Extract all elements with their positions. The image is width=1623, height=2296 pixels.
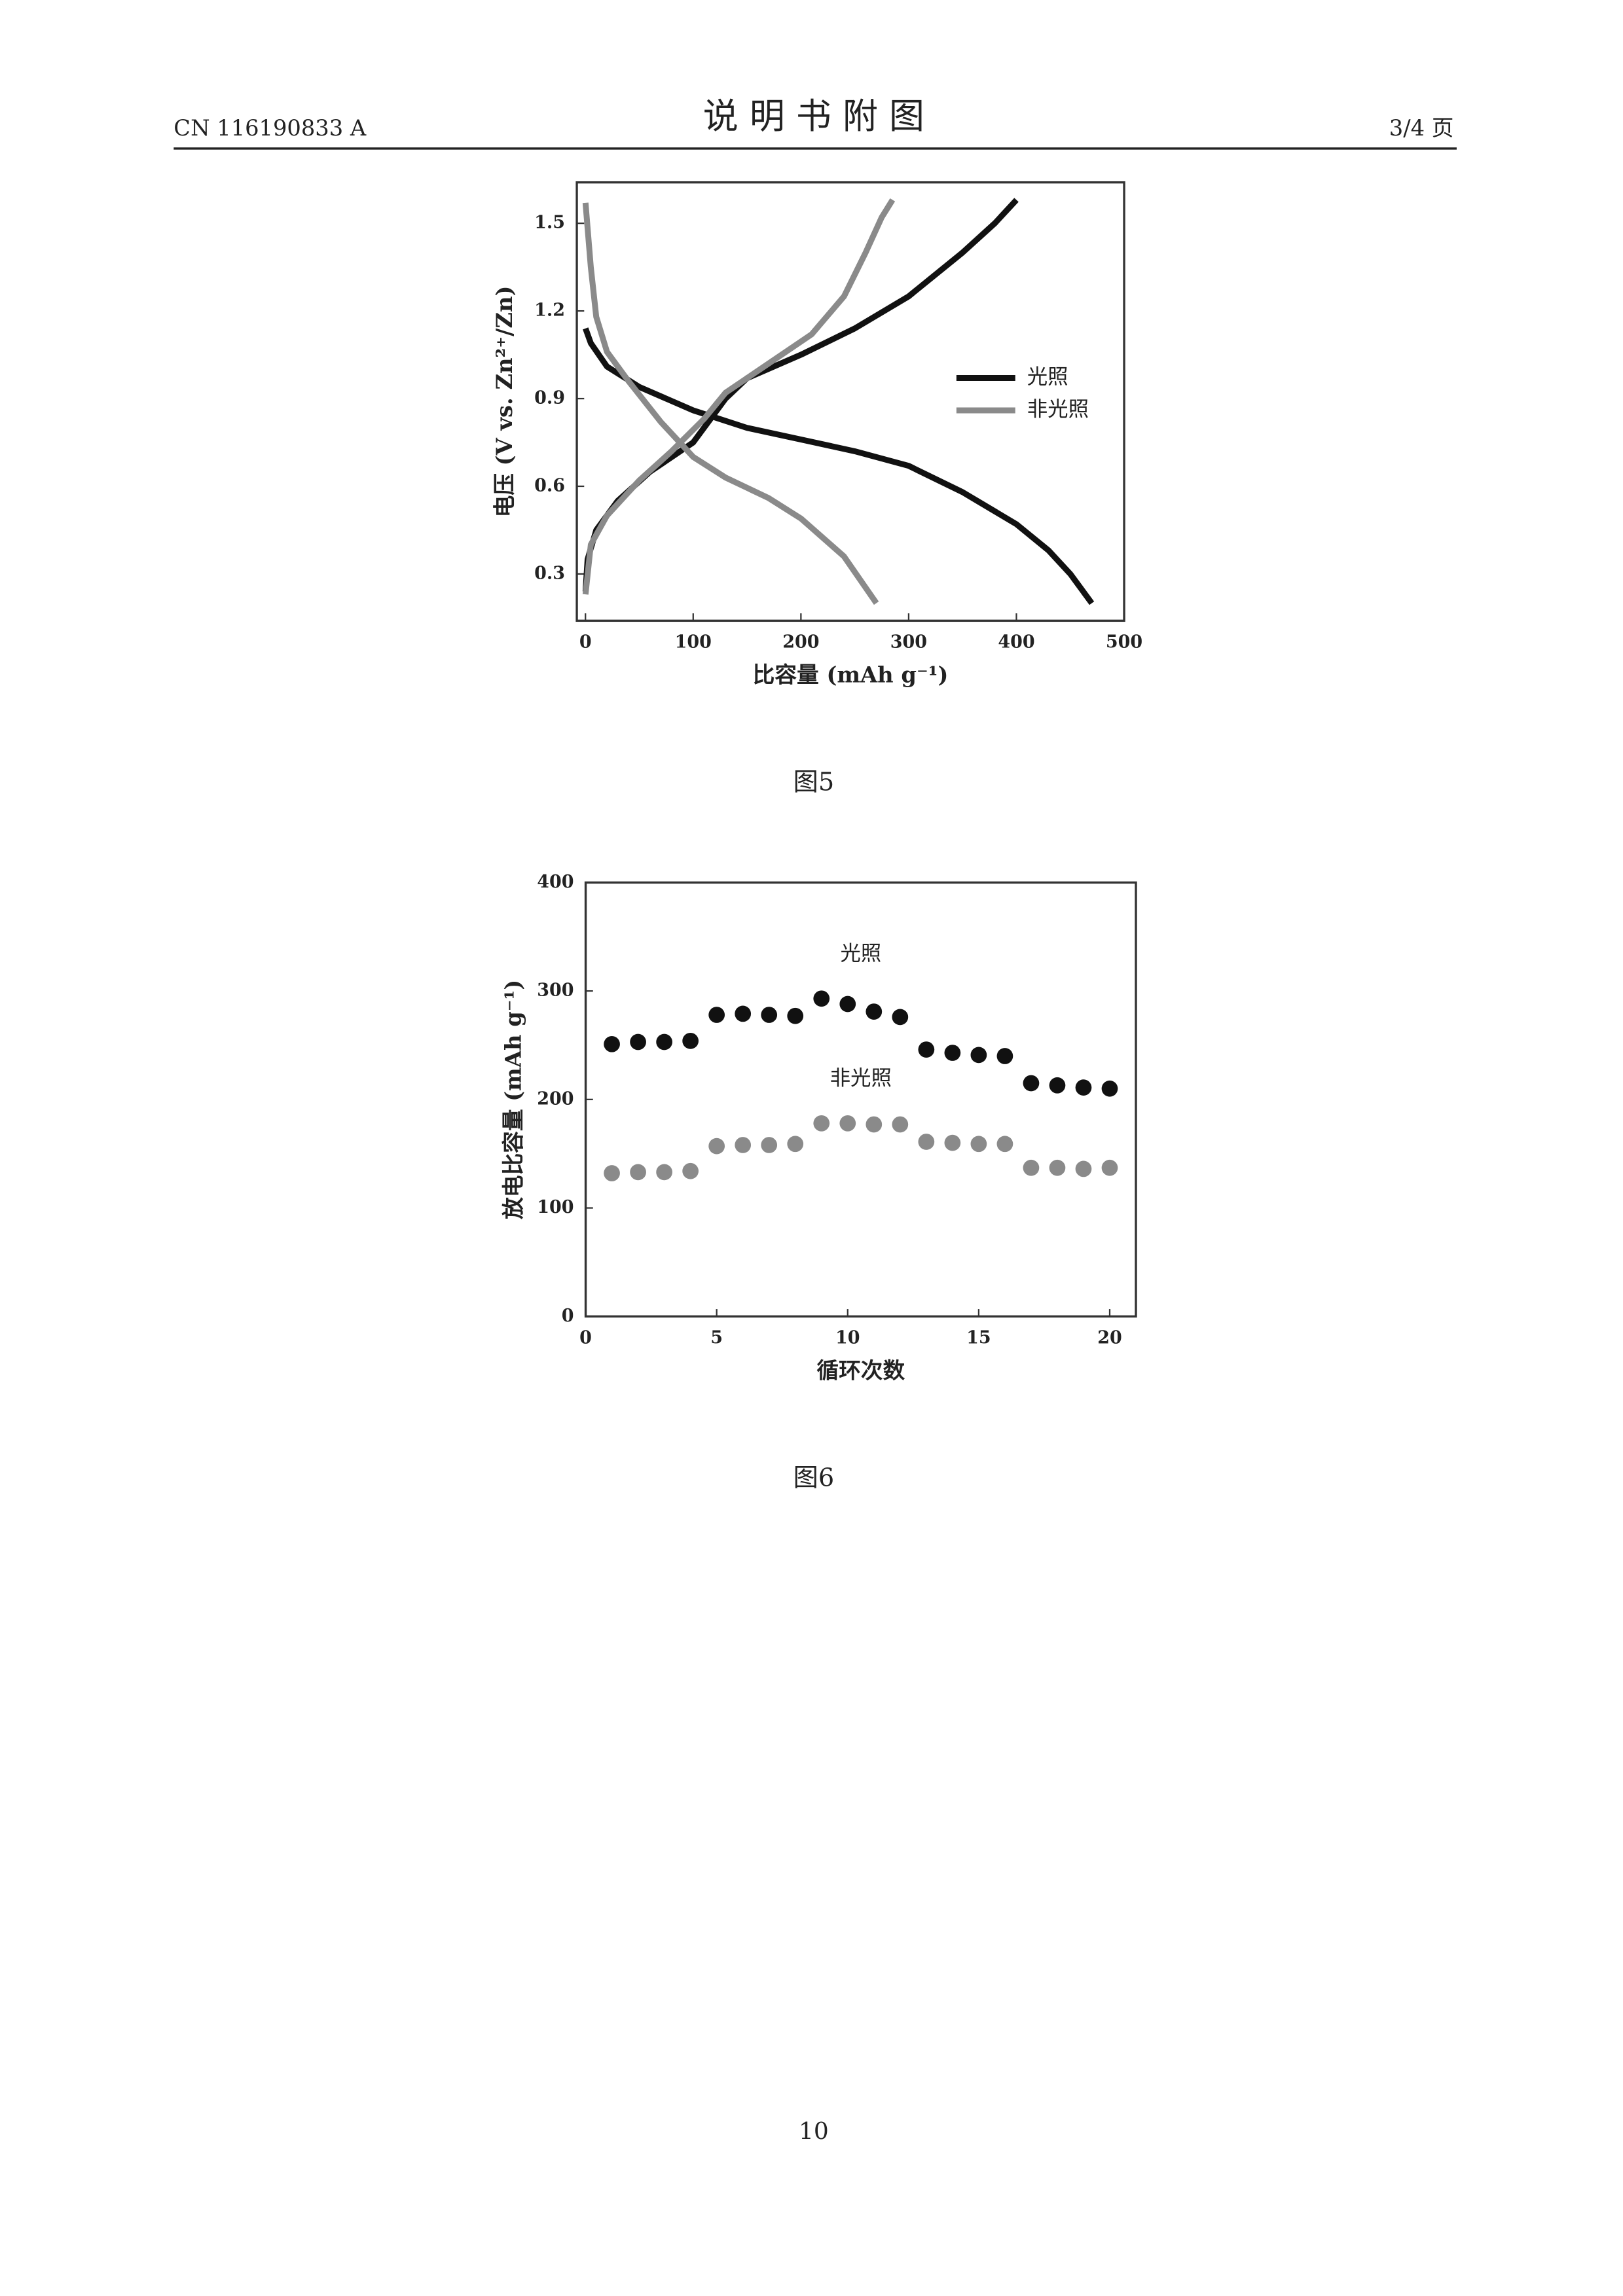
data-point bbox=[1023, 1159, 1040, 1176]
y-tick-label: 400 bbox=[537, 872, 574, 892]
page-label: 3/4 页 bbox=[1389, 115, 1454, 141]
doc-id: CN 116190833 A bbox=[173, 115, 367, 141]
figure-caption: 图6 bbox=[793, 1463, 834, 1492]
x-tick-label: 500 bbox=[1106, 632, 1142, 653]
data-point bbox=[813, 1115, 830, 1132]
data-point bbox=[682, 1032, 699, 1049]
data-point bbox=[656, 1164, 672, 1181]
data-point bbox=[892, 1116, 909, 1133]
data-point bbox=[708, 1138, 725, 1155]
data-point bbox=[996, 1136, 1013, 1153]
y-tick-label: 1.5 bbox=[534, 213, 565, 233]
data-point bbox=[735, 1137, 752, 1153]
doc-title: 说 明 书 附 图 bbox=[703, 96, 924, 137]
legend-label: 光照 bbox=[1027, 365, 1068, 389]
data-point bbox=[656, 1033, 672, 1050]
data-point bbox=[1101, 1080, 1118, 1097]
data-point bbox=[866, 1003, 883, 1020]
y-tick-label: 100 bbox=[537, 1197, 574, 1217]
legend-label: 非光照 bbox=[1027, 397, 1089, 421]
y-tick-label: 1.2 bbox=[534, 300, 565, 321]
data-point bbox=[787, 1007, 804, 1024]
data-point bbox=[604, 1035, 620, 1052]
annotation: 光照 bbox=[840, 942, 881, 965]
data-point bbox=[944, 1045, 961, 1061]
x-tick-label: 100 bbox=[675, 632, 712, 653]
x-tick-label: 20 bbox=[1097, 1328, 1122, 1348]
plot-frame bbox=[575, 181, 1125, 622]
data-point bbox=[1049, 1077, 1066, 1094]
data-point bbox=[761, 1137, 778, 1153]
x-tick-label: 5 bbox=[710, 1328, 723, 1348]
data-point bbox=[944, 1134, 961, 1151]
data-point bbox=[1075, 1079, 1092, 1096]
data-point bbox=[970, 1136, 987, 1153]
x-tick-label: 0 bbox=[579, 632, 592, 653]
series-line bbox=[582, 198, 896, 605]
annotation: 非光照 bbox=[830, 1066, 892, 1090]
x-tick-label: 200 bbox=[782, 632, 819, 653]
data-point bbox=[866, 1116, 883, 1133]
x-tick-label: 10 bbox=[835, 1328, 860, 1348]
data-point bbox=[735, 1005, 752, 1022]
y-axis-title: 放电比容量 (mAh g⁻¹) bbox=[500, 980, 526, 1219]
data-point bbox=[918, 1134, 935, 1150]
x-tick-label: 400 bbox=[998, 632, 1034, 653]
page-number: 10 bbox=[799, 2118, 829, 2145]
data-point bbox=[630, 1033, 646, 1050]
data-point bbox=[761, 1007, 778, 1023]
data-point bbox=[1023, 1075, 1040, 1092]
x-tick-label: 0 bbox=[579, 1328, 592, 1348]
data-point bbox=[630, 1164, 646, 1181]
data-point bbox=[1101, 1159, 1118, 1176]
data-point bbox=[604, 1165, 620, 1181]
y-axis-title: 电压 (V vs. Zn²⁺/Zn) bbox=[491, 286, 517, 518]
data-point bbox=[839, 1115, 856, 1132]
y-tick-label: 0.3 bbox=[534, 563, 565, 583]
data-point bbox=[1075, 1160, 1092, 1177]
data-point bbox=[682, 1162, 699, 1179]
data-point bbox=[970, 1047, 987, 1064]
data-point bbox=[813, 990, 830, 1007]
y-tick-label: 300 bbox=[537, 980, 574, 1001]
x-tick-label: 300 bbox=[890, 632, 927, 653]
y-tick-label: 0.9 bbox=[534, 388, 565, 408]
data-point bbox=[839, 996, 856, 1013]
y-tick-label: 0.6 bbox=[534, 475, 565, 495]
data-point bbox=[787, 1136, 804, 1153]
data-point bbox=[708, 1007, 725, 1023]
y-tick-label: 200 bbox=[537, 1088, 574, 1109]
y-tick-label: 0 bbox=[562, 1306, 574, 1326]
data-point bbox=[918, 1041, 935, 1058]
data-point bbox=[1049, 1159, 1066, 1176]
x-axis-title: 循环次数 bbox=[816, 1357, 905, 1384]
figure-caption: 图5 bbox=[793, 768, 834, 797]
x-tick-label: 15 bbox=[966, 1328, 991, 1348]
data-point bbox=[996, 1048, 1013, 1064]
data-point bbox=[892, 1009, 909, 1026]
x-axis-title: 比容量 (mAh g⁻¹) bbox=[753, 662, 949, 688]
